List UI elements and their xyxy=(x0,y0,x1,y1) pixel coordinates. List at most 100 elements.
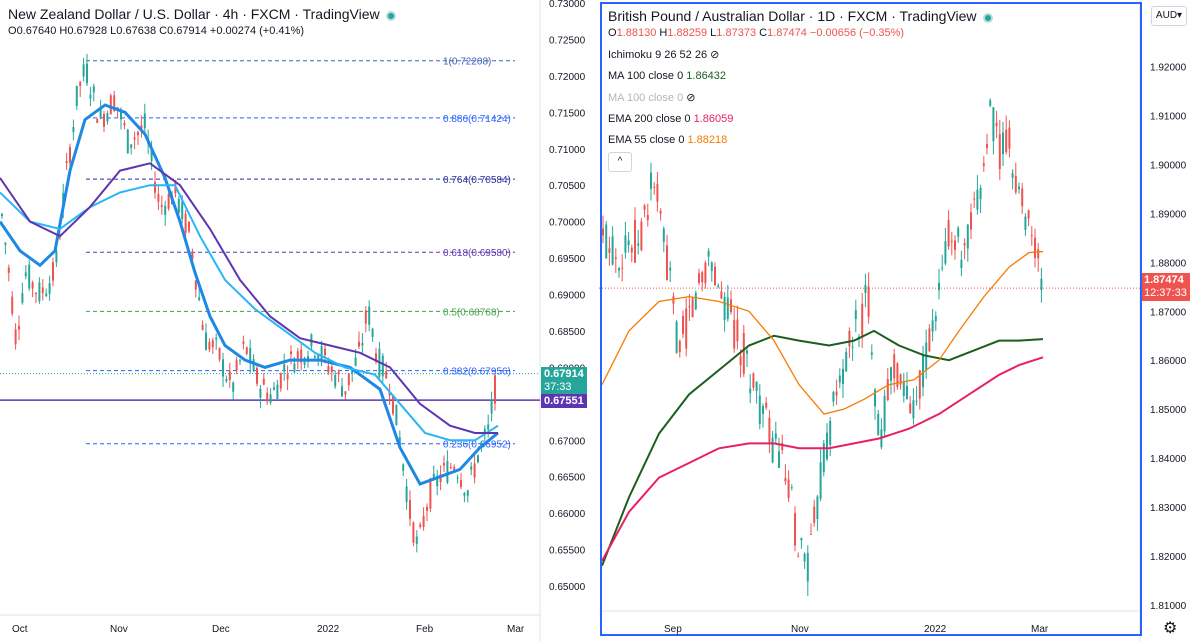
candle-body xyxy=(883,395,886,432)
collapse-legend-button[interactable]: ^ xyxy=(608,152,632,172)
candle-body xyxy=(276,384,279,399)
candle-body xyxy=(704,262,707,284)
high-label: H xyxy=(59,25,68,37)
time-tick-label: Dec xyxy=(212,624,230,635)
eye-hidden-icon[interactable]: ⊘ xyxy=(683,92,696,104)
market-open-icon xyxy=(385,10,396,21)
candle-body xyxy=(912,400,915,419)
candle-body xyxy=(65,161,68,164)
candle-body xyxy=(470,466,473,470)
candle-body xyxy=(653,186,656,188)
candle-body xyxy=(752,373,755,388)
candle-body xyxy=(58,237,61,239)
candle-body xyxy=(453,466,456,471)
fib-level-label: 0.5(0.68768) xyxy=(443,307,500,318)
candle-body xyxy=(694,293,697,310)
candle-body xyxy=(832,392,835,402)
time-tick-label: Nov xyxy=(110,624,128,635)
time-tick-label: Sep xyxy=(664,624,682,635)
candle-body xyxy=(252,359,255,372)
candle-body xyxy=(624,235,627,253)
candle-body xyxy=(906,385,908,400)
indicator-row[interactable]: Ichimoku 9 26 52 26 ⊘ xyxy=(608,48,993,61)
candle-body xyxy=(480,442,483,444)
candle-body xyxy=(915,400,918,402)
candle-body xyxy=(723,296,726,320)
ma-medium-line xyxy=(0,184,499,442)
candle-body xyxy=(717,285,720,287)
candle-body xyxy=(848,330,851,347)
candle-body xyxy=(1040,278,1043,291)
candle-body xyxy=(443,463,445,466)
candle-body xyxy=(245,347,248,354)
candle-body xyxy=(928,328,931,352)
bar-countdown: 37:33 xyxy=(544,381,572,393)
candle-body xyxy=(899,374,902,385)
candle-body xyxy=(867,286,870,317)
candle-body xyxy=(640,221,643,251)
candle-body xyxy=(672,296,675,304)
indicator-row[interactable]: EMA 200 close 0 1.86059 xyxy=(608,113,993,125)
candle-body xyxy=(262,378,265,385)
indicator-value: 1.86059 xyxy=(690,113,734,125)
settings-gear-icon[interactable]: ⚙ xyxy=(1163,620,1178,637)
indicator-row[interactable]: MA 100 close 0 1.86432 xyxy=(608,70,993,82)
candle-body xyxy=(28,264,31,289)
eye-hidden-icon[interactable]: ⊘ xyxy=(707,49,720,61)
time-tick-label: Oct xyxy=(12,624,28,635)
candle-body xyxy=(736,319,739,342)
candle-body xyxy=(354,357,357,366)
candle-body xyxy=(758,395,761,424)
candle-body xyxy=(669,267,672,271)
price-tick-label: 0.69500 xyxy=(549,254,586,265)
candle-body xyxy=(130,144,133,148)
candle-body xyxy=(75,85,78,106)
price-tick-label: 1.85000 xyxy=(1150,405,1187,416)
candle-body xyxy=(18,325,20,330)
candle-body xyxy=(446,461,449,483)
candle-body xyxy=(412,522,415,543)
candle-body xyxy=(225,378,228,382)
ema200-line xyxy=(601,356,1044,562)
open-label: O xyxy=(8,25,17,37)
candle-body xyxy=(92,86,95,93)
market-open-icon xyxy=(982,12,993,23)
price-tick-label: 0.65000 xyxy=(549,582,586,593)
last-price-tag: 1.87474 12:37:33 xyxy=(1141,273,1190,301)
gbpaud-chart-pane[interactable]: 1.930001.920001.910001.900001.890001.880… xyxy=(599,0,1195,641)
candle-body xyxy=(739,356,742,366)
candle-body xyxy=(154,182,156,193)
candle-body xyxy=(201,324,204,330)
candle-body xyxy=(432,473,435,479)
nzdusd-chart-pane[interactable]: 0.73000 0.72500 0.72000 0.71500 0.71000 0.705… xyxy=(0,0,598,641)
candle-body xyxy=(449,467,452,469)
gbpaud-ohlc: O1.88130 H1.88259 L1.87373 C1.87474 −0.0… xyxy=(608,27,993,39)
candle-body xyxy=(222,359,224,377)
candle-body xyxy=(429,481,432,509)
candle-body xyxy=(422,515,425,527)
currency-dropdown[interactable]: AUD▾ xyxy=(1151,6,1187,26)
candle-body xyxy=(415,536,418,544)
candle-body xyxy=(685,308,688,349)
candle-body xyxy=(150,147,153,161)
price-tick-label: 0.72500 xyxy=(549,35,586,46)
price-tick-label: 0.66500 xyxy=(549,473,586,484)
price-tick-label: 1.89000 xyxy=(1150,209,1187,220)
candle-body xyxy=(790,487,793,489)
close-value: 1.87474 xyxy=(767,27,807,39)
price-tick-label: 0.69000 xyxy=(549,291,586,302)
price-tick-label: 0.70000 xyxy=(549,218,586,229)
candle-body xyxy=(296,351,299,359)
candle-body xyxy=(11,296,14,314)
candle-body xyxy=(733,319,736,349)
candle-body xyxy=(419,524,422,527)
indicator-row[interactable]: MA 100 close 0 ⊘ xyxy=(608,91,993,104)
change-value: +0.00274 (+0.41%) xyxy=(209,25,305,37)
nzdusd-chart-canvas[interactable]: 0.73000 0.72500 0.72000 0.71500 0.71000 0.705… xyxy=(0,0,598,641)
price-tick-label: 0.73000 xyxy=(549,0,586,10)
candle-body xyxy=(55,250,58,263)
candle-body xyxy=(982,163,985,166)
candle-body xyxy=(242,341,245,344)
candle-body xyxy=(494,375,496,404)
indicator-row[interactable]: EMA 55 close 0 1.88218 xyxy=(608,134,993,146)
